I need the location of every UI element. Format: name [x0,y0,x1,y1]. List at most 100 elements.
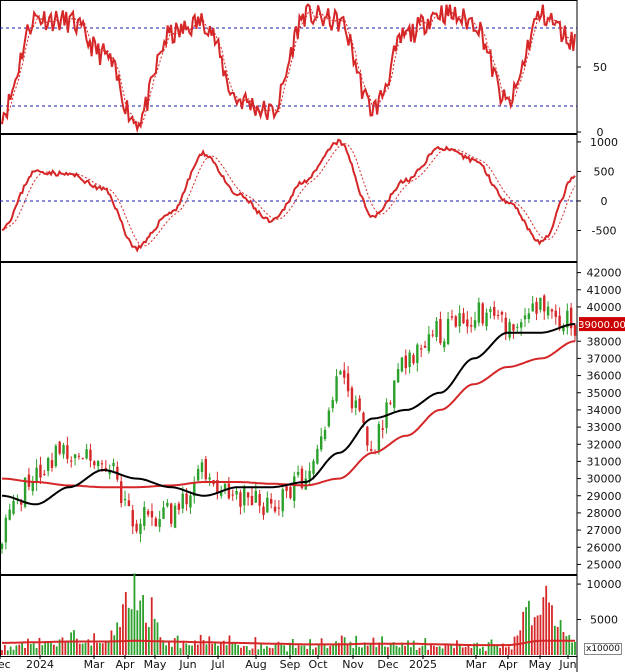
volume-bar [98,643,101,655]
volume-bar [366,645,369,655]
volume-bar [84,642,87,655]
candle-body [96,461,100,467]
volume-bar [433,645,435,655]
x-axis-label: May [529,658,552,671]
candle-body [77,455,81,457]
volume-bar [170,646,173,655]
volume-bar [326,647,329,655]
candle-body [139,523,142,534]
volume-bar [415,649,418,655]
volume-bar [504,647,507,655]
candle-body [366,426,369,446]
volume-bar [392,642,395,655]
candle-body [323,429,327,440]
volume-bar [110,630,113,655]
candle-body [404,355,407,369]
candle-body [100,463,104,465]
volume-bar [179,648,182,655]
candle-body [527,313,531,319]
candle-body [243,488,246,506]
volume-bar [458,644,461,655]
candle-body [273,506,277,512]
candle-body [112,462,115,467]
volume-bar [323,645,326,655]
volume-bar [444,644,447,655]
candle-body [135,523,138,532]
candle-body [546,306,550,316]
volume-tick-label: 5000 [590,614,618,627]
volume-bar [401,642,404,655]
volume-bar [274,644,277,655]
candle-body [327,410,331,427]
volume-bars [1,573,576,655]
candle-body [339,371,342,375]
volume-bar [231,643,234,655]
volume-bar [329,645,332,655]
candle-body [516,326,519,328]
candle-body [93,461,96,466]
volume-bar [162,640,165,655]
volume-ma-line [2,639,575,647]
volume-bar [122,604,124,655]
candle-body [362,412,365,423]
volume-bar [145,622,147,655]
volume-bar [372,637,375,655]
volume-bar [96,642,98,655]
volume-bar [530,625,533,655]
candle-body [158,519,161,527]
volume-bar [24,647,26,655]
candle-body [258,494,261,506]
volume-bar [150,597,153,655]
price-tick-label: 37000 [587,352,622,365]
candle-body [335,376,338,402]
volume-bar [502,643,504,655]
volume-bar [194,640,196,655]
volume-bar [208,636,211,655]
candle-body [458,313,461,327]
candle-body [539,297,542,310]
candle-body [423,345,427,348]
volume-bar [378,642,381,655]
price-tick-label: 38000 [587,335,622,348]
volume-bar [528,600,530,655]
volume-bar [211,643,214,655]
volume-bar [484,650,487,655]
candle-body [27,474,31,487]
candle-body [196,468,200,481]
candle-body [519,322,523,328]
volume-bar [407,640,409,655]
x-axis-label: Mar [84,658,105,671]
candle-body [500,311,504,315]
candle-body [554,310,557,317]
volume-bar [286,651,288,655]
volume-bar [568,635,571,655]
volume-bar [496,644,499,655]
candle-body [166,502,169,507]
volume-bar [335,641,337,655]
candle-body [204,458,208,480]
candle-body [569,307,573,329]
candle-body [558,315,561,327]
candle-body [443,341,446,348]
volume-bar [191,645,193,655]
volume-bar [294,647,297,655]
volume-bar [101,643,104,655]
volume-bar [441,648,444,655]
candle-body [162,507,165,519]
volume-bar [139,600,142,655]
ma-fast-line [2,323,575,506]
volume-bar [21,642,24,655]
last-price-box [579,317,625,332]
volume-bar [3,644,6,655]
x-axis-label: Jul [210,658,224,671]
volume-bar [303,645,306,655]
candle-body [150,511,154,518]
candle-body [108,470,111,474]
candle-body [300,468,304,489]
volume-bar [130,609,133,655]
candle-body [343,370,346,378]
candle-body [239,492,242,507]
volume-bar [116,622,119,655]
volume-bar [548,602,550,655]
candle-body [220,490,223,496]
